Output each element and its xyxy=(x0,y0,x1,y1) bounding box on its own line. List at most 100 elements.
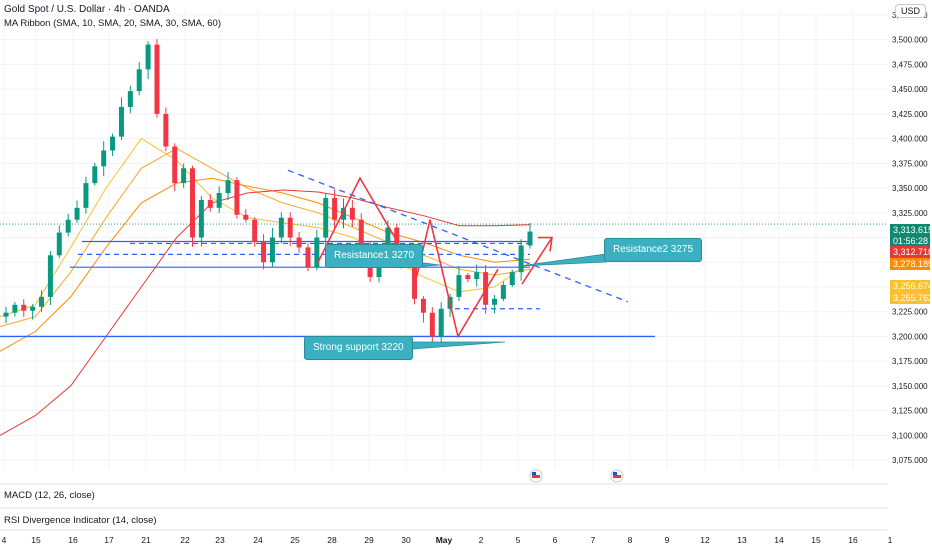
event-markers xyxy=(529,469,624,483)
time-tick-label: 6 xyxy=(553,535,558,545)
candle-body xyxy=(198,199,204,238)
candle-body xyxy=(216,193,222,208)
time-tick-label: 8 xyxy=(628,535,633,545)
candle-body xyxy=(314,237,320,268)
candle-body xyxy=(269,237,275,263)
support-callout[interactable]: Strong support 3220 xyxy=(304,336,413,360)
rsi-panel-label[interactable]: RSI Divergence Indicator (14, close) xyxy=(4,515,157,526)
candle-body xyxy=(154,44,160,114)
candle-body xyxy=(420,298,426,313)
candle-body xyxy=(474,272,480,280)
candle-body xyxy=(181,168,187,184)
candle-body xyxy=(65,219,71,233)
candle-body xyxy=(190,168,196,238)
price-tick-label: 3,075.000 xyxy=(892,456,928,465)
time-tick-label: 29 xyxy=(364,535,374,545)
candle-body xyxy=(465,275,471,280)
candle-body xyxy=(491,298,497,305)
time-tick-label: 16 xyxy=(68,535,78,545)
sma-line-4 xyxy=(0,189,531,436)
candle-body xyxy=(39,296,45,307)
time-tick-label: 16 xyxy=(848,535,858,545)
candlesticks xyxy=(3,39,533,346)
candle-body xyxy=(21,304,27,311)
price-axis: 3,075.000 3,100.000 3,125.000 3,150.000 3,17… xyxy=(888,0,932,550)
bullish-arrow-shaft xyxy=(521,237,553,285)
candle-body xyxy=(483,272,489,305)
sma-line-2 xyxy=(0,147,531,328)
time-tick-label: 15 xyxy=(811,535,821,545)
candle-body xyxy=(243,214,249,220)
candle-body xyxy=(500,285,506,299)
candle-body xyxy=(261,241,267,263)
candle-body xyxy=(349,207,355,220)
resistance1-callout[interactable]: Resistance1 3270 xyxy=(325,244,424,268)
time-axis: 4 15 16 17 21 22 23 24 25 28 29 30 May 2 5 6 7 8 9 12 13 14 15… xyxy=(2,535,893,545)
sma10-price-tag: 3,255.762 xyxy=(890,292,932,304)
price-tick-label: 3,475.000 xyxy=(892,60,928,69)
us-flag-canton xyxy=(532,472,536,475)
candle-body xyxy=(101,150,107,167)
candle-body xyxy=(456,275,462,297)
time-tick-label: 14 xyxy=(774,535,784,545)
sma-line-1 xyxy=(0,137,531,318)
zigzag-pattern xyxy=(317,176,499,339)
candle-body xyxy=(110,136,116,151)
chart-title: Gold Spot / U.S. Dollar · 4h · OANDA xyxy=(4,4,170,15)
chart-grid xyxy=(0,10,891,531)
candle-body xyxy=(127,91,133,107)
time-tick-label: 13 xyxy=(737,535,747,545)
resistance2-callout[interactable]: Resistance2 3275 xyxy=(604,238,703,262)
candle-body xyxy=(252,219,258,242)
price-tick-label: 3,200.000 xyxy=(892,332,928,341)
candle-body xyxy=(518,245,524,273)
candle-body xyxy=(509,272,515,286)
sma30-price-tag: 3,278.189 xyxy=(890,258,932,270)
candle-body xyxy=(83,183,89,208)
candle-body xyxy=(438,308,444,337)
price-tick-label: 3,350.000 xyxy=(892,184,928,193)
candle-body xyxy=(527,231,533,246)
candle-body xyxy=(278,217,284,238)
candle-body xyxy=(340,207,346,220)
bullish-arrow-head xyxy=(538,236,553,252)
price-tick-label: 3,125.000 xyxy=(892,407,928,416)
macd-panel-label[interactable]: MACD (12, 26, close) xyxy=(4,490,95,501)
time-tick-label: 5 xyxy=(516,535,521,545)
sma60-price-tag: 3,312.718 xyxy=(890,246,932,258)
price-tick-label: 3,425.000 xyxy=(892,110,928,119)
us-flag-canton xyxy=(613,472,617,475)
candle-body xyxy=(92,166,98,184)
sma20-price-tag: 3,256.674 xyxy=(890,280,932,292)
candle-body xyxy=(305,247,311,268)
time-tick-label: 25 xyxy=(290,535,300,545)
price-tick-label: 3,375.000 xyxy=(892,159,928,168)
candle-body xyxy=(332,197,338,220)
support-pointer xyxy=(399,341,506,351)
candle-body xyxy=(163,113,169,147)
price-tick-label: 3,150.000 xyxy=(892,382,928,391)
time-tick-label: 12 xyxy=(700,535,710,545)
price-tick-label: 3,500.000 xyxy=(892,36,928,45)
time-tick-label: May xyxy=(436,535,453,545)
us-flag-stripe xyxy=(613,475,621,478)
time-tick-label: 15 xyxy=(31,535,41,545)
candle-body xyxy=(234,180,240,215)
candle-body xyxy=(394,227,400,248)
time-tick-label: 24 xyxy=(253,535,263,545)
candle-body xyxy=(74,207,80,220)
currency-button[interactable]: USD xyxy=(894,4,926,18)
price-tick-label: 3,175.000 xyxy=(892,357,928,366)
ma-ribbon-legend[interactable]: MA Ribbon (SMA, 10, SMA, 20, SMA, 30, SM… xyxy=(4,18,222,29)
candle-body xyxy=(3,312,9,317)
candle-body xyxy=(323,197,329,238)
last-price-tag: 3,313.615 xyxy=(890,224,932,236)
candle-body xyxy=(385,227,391,258)
time-tick-label: 28 xyxy=(327,535,337,545)
us-flag-stripe xyxy=(532,475,540,478)
candle-body xyxy=(145,44,151,70)
candle-body xyxy=(296,237,302,248)
price-tick-label: 3,325.000 xyxy=(892,209,928,218)
candle-body xyxy=(358,219,364,246)
